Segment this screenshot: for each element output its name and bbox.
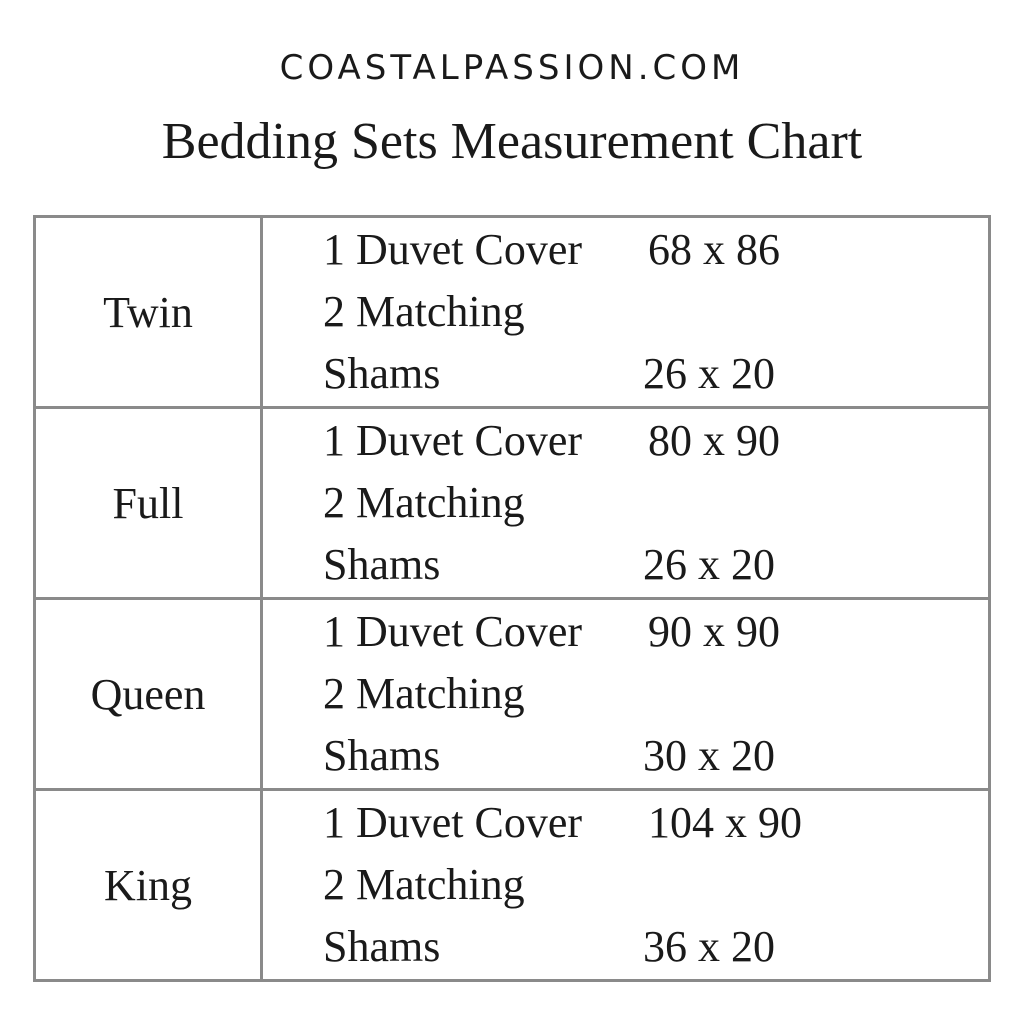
items-cell: 1 Duvet Cover 90 x 90 2 Matching Shams 30 …	[260, 597, 991, 791]
duvet-label: 1 Duvet Cover	[323, 607, 583, 656]
shams-line: 2 Matching Shams 36 x 20	[323, 854, 987, 978]
table-row: Full 1 Duvet Cover 80 x 90 2 Matching Sha…	[33, 406, 991, 600]
table-row: King 1 Duvet Cover 104 x 90 2 Matching Sh…	[33, 788, 991, 982]
duvet-size: 90 x 90	[648, 607, 780, 656]
duvet-label: 1 Duvet Cover	[323, 225, 583, 274]
size-cell: King	[33, 788, 263, 982]
duvet-line: 1 Duvet Cover 90 x 90	[323, 601, 987, 663]
shams-line: 2 Matching Shams 26 x 20	[323, 472, 987, 596]
duvet-size: 104 x 90	[648, 798, 802, 847]
duvet-line: 1 Duvet Cover 68 x 86	[323, 219, 987, 281]
shams-size: 26 x 20	[643, 540, 775, 589]
items-cell: 1 Duvet Cover 104 x 90 2 Matching Shams 36…	[260, 788, 991, 982]
duvet-label: 1 Duvet Cover	[323, 416, 583, 465]
shams-label: 2 Matching Shams	[323, 478, 525, 589]
shams-label: 2 Matching Shams	[323, 860, 525, 971]
shams-size: 26 x 20	[643, 349, 775, 398]
shams-label: 2 Matching Shams	[323, 287, 525, 398]
shams-size: 36 x 20	[643, 922, 775, 971]
items-cell: 1 Duvet Cover 80 x 90 2 Matching Shams 26 …	[260, 406, 991, 600]
duvet-size: 68 x 86	[648, 225, 780, 274]
measurement-table: Twin 1 Duvet Cover 68 x 86 2 Matching Sha…	[33, 215, 991, 982]
size-cell: Twin	[33, 215, 263, 409]
items-cell: 1 Duvet Cover 68 x 86 2 Matching Shams 26 …	[260, 215, 991, 409]
shams-label: 2 Matching Shams	[323, 669, 525, 780]
size-cell: Queen	[33, 597, 263, 791]
table-row: Twin 1 Duvet Cover 68 x 86 2 Matching Sha…	[33, 215, 991, 409]
table-row: Queen 1 Duvet Cover 90 x 90 2 Matching Sh…	[33, 597, 991, 791]
shams-line: 2 Matching Shams 30 x 20	[323, 663, 987, 787]
size-cell: Full	[33, 406, 263, 600]
brand-name: COASTALPASSION.COM	[279, 48, 745, 88]
duvet-line: 1 Duvet Cover 80 x 90	[323, 410, 987, 472]
shams-size: 30 x 20	[643, 731, 775, 780]
shams-line: 2 Matching Shams 26 x 20	[323, 281, 987, 405]
duvet-size: 80 x 90	[648, 416, 780, 465]
duvet-label: 1 Duvet Cover	[323, 798, 583, 847]
page-title: Bedding Sets Measurement Chart	[161, 113, 863, 170]
duvet-line: 1 Duvet Cover 104 x 90	[323, 792, 987, 854]
